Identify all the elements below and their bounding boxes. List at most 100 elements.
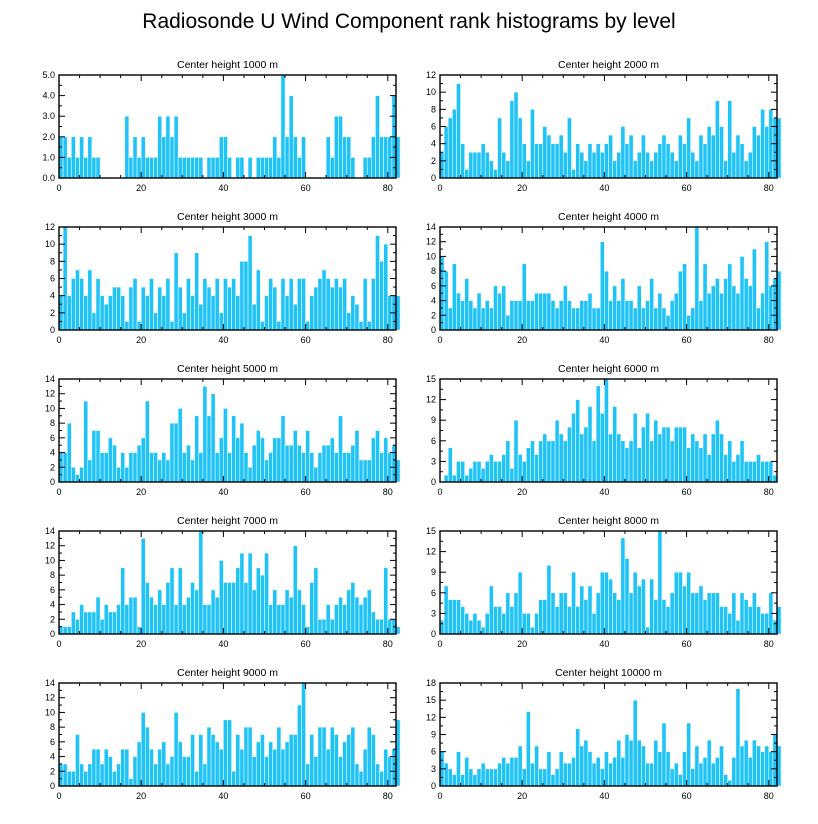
histogram-bar	[694, 226, 700, 331]
histogram-bar	[534, 143, 539, 179]
histogram-bar	[743, 739, 749, 787]
histogram-bar	[517, 745, 523, 787]
histogram-bar	[464, 169, 470, 179]
histogram-bar	[251, 303, 257, 331]
histogram-bar	[554, 143, 560, 179]
histogram-bar	[202, 386, 208, 483]
figure-title: Radiosonde U Wind Component rank histogr…	[142, 10, 675, 33]
histogram-bar	[95, 596, 101, 635]
histogram-bar	[235, 295, 241, 331]
histogram-bar	[375, 95, 380, 179]
histogram-bar	[649, 278, 655, 331]
histogram-bar	[169, 756, 175, 787]
histogram-bar	[579, 745, 585, 787]
histogram-bar	[165, 278, 171, 331]
histogram-bar	[595, 307, 601, 331]
histogram-bar	[223, 136, 228, 179]
histogram-bar	[309, 582, 315, 635]
histogram-bar	[706, 454, 712, 483]
histogram-bar	[752, 739, 757, 787]
y-tick-label: 12	[426, 547, 436, 557]
x-tick-label: 80	[383, 335, 393, 345]
histogram-bar	[562, 592, 568, 635]
histogram-bar	[161, 452, 167, 483]
histogram-bar	[99, 295, 105, 331]
histogram-bar	[706, 592, 712, 635]
histogram-bar	[534, 613, 539, 635]
histogram-bar	[255, 269, 261, 331]
histogram-bar	[489, 768, 494, 787]
histogram-bar	[571, 413, 576, 483]
histogram-bar	[91, 157, 97, 179]
histogram-bar	[177, 408, 183, 483]
histogram-bar	[358, 604, 364, 635]
histogram-bar	[447, 447, 453, 483]
histogram-bar	[136, 157, 142, 179]
histogram-bar	[297, 589, 302, 635]
histogram-bar	[99, 452, 105, 483]
histogram-bar	[190, 459, 195, 483]
histogram-bar	[443, 762, 449, 787]
histogram-bar	[513, 592, 519, 635]
chart-panel: Center height 6000 m 0 20 40 60 80 0 3 6 9 12 15	[426, 363, 778, 497]
histogram-bar	[260, 574, 265, 635]
histogram-bar	[608, 578, 613, 635]
x-tick-label: 20	[517, 335, 527, 345]
histogram-bar	[317, 726, 323, 787]
histogram-bar	[715, 278, 720, 331]
histogram-bar	[571, 169, 576, 179]
histogram-bar	[190, 582, 195, 635]
histogram-bar	[661, 426, 667, 483]
y-tick-label: 2.0	[42, 132, 55, 142]
histogram-bar	[530, 440, 535, 483]
histogram-bar	[325, 748, 331, 787]
histogram-bar	[706, 292, 712, 331]
y-tick-label: 10	[45, 555, 55, 565]
histogram-bar	[342, 604, 347, 635]
histogram-bar	[99, 618, 105, 635]
x-tick-label: 20	[517, 791, 527, 801]
histogram-bar	[452, 263, 457, 331]
histogram-bar	[366, 726, 372, 787]
histogram-bar	[513, 300, 519, 331]
histogram-bar	[186, 596, 191, 635]
histogram-bar	[447, 768, 453, 787]
histogram-bar	[756, 307, 761, 331]
histogram-bar	[177, 157, 183, 179]
histogram-bar	[497, 117, 502, 179]
histogram-bar	[214, 452, 220, 483]
histogram-bar	[472, 774, 478, 787]
y-tick-label: 2	[431, 156, 436, 166]
histogram-bar	[653, 307, 659, 331]
histogram-bar	[194, 589, 200, 635]
histogram-bar	[272, 136, 278, 179]
histogram-bar	[632, 307, 638, 331]
histogram-bar	[66, 295, 72, 331]
histogram-bar	[334, 734, 339, 787]
histogram-bar	[525, 447, 531, 483]
histogram-bar	[136, 321, 142, 331]
histogram-bar	[231, 582, 237, 635]
histogram-bar	[513, 91, 519, 179]
histogram-bar	[562, 151, 568, 179]
histogram-bar	[186, 756, 191, 787]
histogram-bar	[383, 748, 389, 787]
histogram-bar	[112, 611, 117, 635]
panel-title: Center height 1000 m	[177, 59, 278, 71]
histogram-bar	[534, 454, 539, 483]
y-tick-label: 15	[426, 695, 436, 705]
histogram-bar	[456, 599, 461, 635]
x-tick-label: 40	[599, 183, 609, 193]
histogram-bar	[325, 604, 331, 635]
histogram-bar	[284, 295, 290, 331]
histogram-bar	[641, 578, 646, 635]
histogram-bar	[591, 151, 597, 179]
histogram-bar	[284, 136, 290, 179]
histogram-bar	[747, 151, 753, 179]
histogram-bar	[379, 261, 384, 331]
histogram-bar	[764, 613, 770, 635]
histogram-bar	[280, 604, 286, 635]
y-tick-label: 3	[431, 764, 436, 774]
x-tick-label: 80	[764, 487, 774, 497]
histogram-bar	[91, 312, 97, 331]
